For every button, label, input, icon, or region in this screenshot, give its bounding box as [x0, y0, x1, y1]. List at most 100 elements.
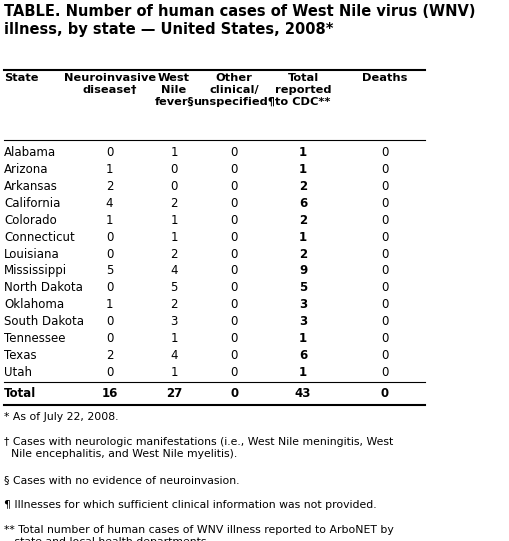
Text: 0: 0: [380, 332, 387, 345]
Text: 0: 0: [106, 366, 113, 379]
Text: Total
reported
to CDC**: Total reported to CDC**: [274, 73, 331, 107]
Text: 4: 4: [170, 349, 178, 362]
Text: Alabama: Alabama: [4, 146, 56, 159]
Text: 2: 2: [170, 247, 178, 261]
Text: Other
clinical/
unspecified¶: Other clinical/ unspecified¶: [193, 73, 275, 107]
Text: 0: 0: [106, 281, 113, 294]
Text: 5: 5: [170, 281, 178, 294]
Text: 2: 2: [298, 247, 306, 261]
Text: 0: 0: [170, 180, 178, 193]
Text: § Cases with no evidence of neuroinvasion.: § Cases with no evidence of neuroinvasio…: [4, 475, 239, 485]
Text: 0: 0: [380, 315, 387, 328]
Text: 1: 1: [106, 214, 113, 227]
Text: 0: 0: [230, 315, 238, 328]
Text: 4: 4: [170, 265, 178, 278]
Text: 0: 0: [106, 230, 113, 243]
Text: Total: Total: [4, 387, 37, 400]
Text: South Dakota: South Dakota: [4, 315, 84, 328]
Text: 0: 0: [230, 197, 238, 210]
Text: 2: 2: [170, 298, 178, 311]
Text: 1: 1: [170, 146, 178, 159]
Text: Neuroinvasive
disease†: Neuroinvasive disease†: [64, 73, 155, 95]
Text: 2: 2: [298, 180, 306, 193]
Text: Texas: Texas: [4, 349, 37, 362]
Text: 0: 0: [230, 163, 238, 176]
Text: 6: 6: [298, 197, 306, 210]
Text: 0: 0: [230, 146, 238, 159]
Text: 1: 1: [106, 163, 113, 176]
Text: 3: 3: [298, 315, 306, 328]
Text: 0: 0: [380, 163, 387, 176]
Text: 0: 0: [380, 265, 387, 278]
Text: 16: 16: [101, 387, 118, 400]
Text: Connecticut: Connecticut: [4, 230, 75, 243]
Text: 0: 0: [380, 230, 387, 243]
Text: 0: 0: [106, 332, 113, 345]
Text: 0: 0: [230, 387, 238, 400]
Text: TABLE. Number of human cases of West Nile virus (WNV)
illness, by state — United: TABLE. Number of human cases of West Nil…: [4, 4, 475, 37]
Text: Arkansas: Arkansas: [4, 180, 58, 193]
Text: 0: 0: [380, 214, 387, 227]
Text: 5: 5: [106, 265, 113, 278]
Text: Tennessee: Tennessee: [4, 332, 66, 345]
Text: 0: 0: [230, 265, 238, 278]
Text: Colorado: Colorado: [4, 214, 57, 227]
Text: 9: 9: [298, 265, 306, 278]
Text: 1: 1: [298, 146, 306, 159]
Text: ** Total number of human cases of WNV illness reported to ArboNET by
   state an: ** Total number of human cases of WNV il…: [4, 525, 393, 541]
Text: West
Nile
fever§: West Nile fever§: [154, 73, 193, 107]
Text: 0: 0: [380, 387, 388, 400]
Text: 0: 0: [380, 349, 387, 362]
Text: 6: 6: [298, 349, 306, 362]
Text: 27: 27: [165, 387, 182, 400]
Text: 2: 2: [170, 197, 178, 210]
Text: 5: 5: [298, 281, 306, 294]
Text: 0: 0: [380, 298, 387, 311]
Text: 0: 0: [230, 332, 238, 345]
Text: 2: 2: [106, 180, 113, 193]
Text: 2: 2: [298, 214, 306, 227]
Text: ¶ Illnesses for which sufficient clinical information was not provided.: ¶ Illnesses for which sufficient clinica…: [4, 500, 376, 510]
Text: 0: 0: [170, 163, 178, 176]
Text: 0: 0: [230, 180, 238, 193]
Text: 3: 3: [298, 298, 306, 311]
Text: 1: 1: [170, 366, 178, 379]
Text: Arizona: Arizona: [4, 163, 49, 176]
Text: 3: 3: [170, 315, 178, 328]
Text: 0: 0: [106, 146, 113, 159]
Text: 4: 4: [106, 197, 113, 210]
Text: 0: 0: [380, 366, 387, 379]
Text: North Dakota: North Dakota: [4, 281, 83, 294]
Text: 0: 0: [380, 180, 387, 193]
Text: 0: 0: [230, 366, 238, 379]
Text: 0: 0: [230, 281, 238, 294]
Text: Deaths: Deaths: [361, 73, 407, 83]
Text: Mississippi: Mississippi: [4, 265, 67, 278]
Text: Utah: Utah: [4, 366, 32, 379]
Text: 0: 0: [380, 247, 387, 261]
Text: 0: 0: [230, 349, 238, 362]
Text: 2: 2: [106, 349, 113, 362]
Text: California: California: [4, 197, 61, 210]
Text: 1: 1: [298, 366, 306, 379]
Text: 1: 1: [106, 298, 113, 311]
Text: 1: 1: [298, 332, 306, 345]
Text: 43: 43: [294, 387, 310, 400]
Text: † Cases with neurologic manifestations (i.e., West Nile meningitis, West
  Nile : † Cases with neurologic manifestations (…: [4, 437, 393, 459]
Text: 1: 1: [170, 214, 178, 227]
Text: 1: 1: [298, 230, 306, 243]
Text: 0: 0: [380, 146, 387, 159]
Text: 1: 1: [298, 163, 306, 176]
Text: 1: 1: [170, 230, 178, 243]
Text: 0: 0: [106, 315, 113, 328]
Text: 0: 0: [230, 298, 238, 311]
Text: 0: 0: [106, 247, 113, 261]
Text: Oklahoma: Oklahoma: [4, 298, 64, 311]
Text: Louisiana: Louisiana: [4, 247, 60, 261]
Text: * As of July 22, 2008.: * As of July 22, 2008.: [4, 412, 119, 422]
Text: 0: 0: [230, 230, 238, 243]
Text: 1: 1: [170, 332, 178, 345]
Text: 0: 0: [230, 214, 238, 227]
Text: State: State: [4, 73, 39, 83]
Text: 0: 0: [380, 281, 387, 294]
